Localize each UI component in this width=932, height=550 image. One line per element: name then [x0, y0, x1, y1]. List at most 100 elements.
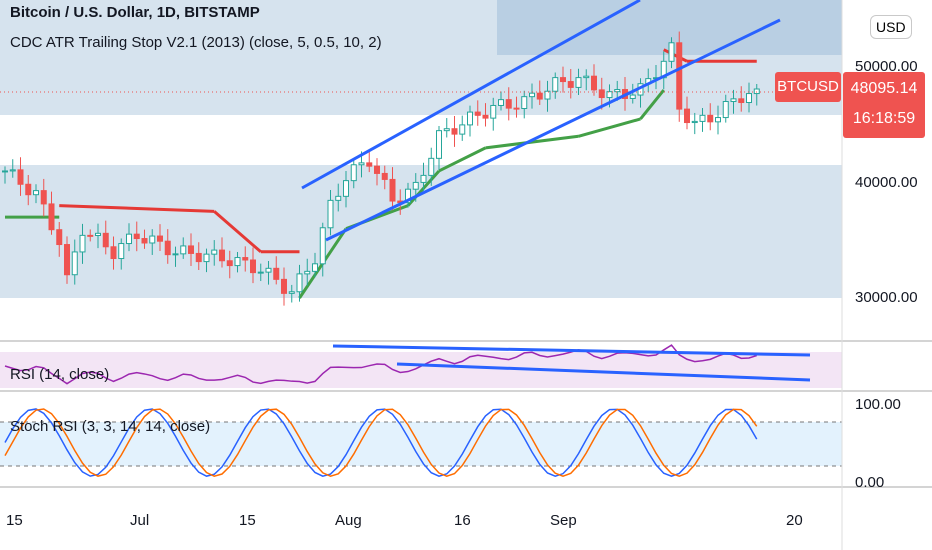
candle — [529, 92, 535, 98]
rsi-line — [4, 344, 757, 385]
rsi-trend-upper[interactable] — [332, 344, 811, 357]
bar-countdown: 16:18:59 — [852, 110, 916, 127]
stoch-tick: 0.00 — [855, 474, 885, 491]
candle — [219, 249, 225, 262]
candle — [684, 108, 690, 124]
candle — [358, 162, 365, 166]
candle — [319, 227, 326, 265]
candle — [381, 172, 388, 180]
candle — [141, 238, 148, 244]
price-tick: 50000.00 — [855, 58, 918, 75]
candle — [374, 165, 380, 174]
time-tick: Sep — [550, 512, 577, 529]
candle — [722, 101, 729, 119]
symbol-title[interactable]: Bitcoin / U.S. Dollar, 1D, BITSTAMP — [10, 4, 260, 21]
candle — [753, 88, 760, 95]
time-tick: 15 — [239, 512, 256, 529]
candle — [343, 180, 349, 197]
candle — [102, 232, 109, 248]
candle — [730, 98, 737, 103]
stoch-legend[interactable]: Stoch RSI (3, 3, 14, 14, close) — [10, 418, 211, 435]
time-tick: 15 — [6, 512, 23, 529]
candle — [2, 170, 8, 173]
candle — [598, 89, 605, 99]
price-tick: 30000.00 — [855, 289, 918, 306]
trailing-stop-up — [438, 146, 487, 173]
candle — [296, 273, 303, 293]
candle — [335, 195, 342, 201]
candle — [188, 245, 194, 254]
candle — [281, 278, 287, 294]
candle — [560, 77, 566, 83]
indicator-legend[interactable]: CDC ATR Trailing Stop V2.1 (2013) (close… — [10, 34, 382, 51]
trailing-stop-up — [639, 89, 665, 120]
trend-line-lower[interactable] — [325, 18, 781, 242]
candle — [746, 93, 752, 104]
candle — [33, 190, 39, 196]
candle — [591, 75, 597, 91]
candle — [226, 260, 233, 267]
trailing-stop-down — [59, 204, 215, 213]
candle — [513, 107, 520, 110]
trailing-stop-up — [485, 134, 579, 150]
currency-button[interactable]: USD — [870, 15, 912, 39]
candle — [428, 157, 435, 176]
candle — [691, 120, 698, 124]
candle — [474, 111, 481, 116]
candle — [412, 181, 419, 190]
candle — [71, 251, 78, 276]
candle — [738, 98, 745, 104]
candle — [157, 235, 163, 242]
candle — [288, 291, 295, 294]
candle — [575, 77, 582, 88]
stoch-k-line — [4, 408, 758, 478]
candle — [521, 96, 528, 110]
candle — [304, 270, 311, 275]
candle — [614, 89, 621, 93]
candle — [273, 267, 280, 280]
candle — [79, 234, 86, 253]
candle — [583, 75, 590, 79]
candle — [350, 164, 357, 182]
last-price-tag: 48095.14 16:18:59 — [843, 72, 925, 138]
candle — [676, 42, 683, 110]
candle — [149, 235, 156, 244]
candle — [48, 203, 55, 231]
trailing-stop-down — [663, 48, 688, 63]
candle — [606, 91, 613, 99]
candle — [459, 124, 466, 135]
candle — [164, 240, 171, 256]
trend-line-upper[interactable] — [301, 0, 641, 190]
candle — [443, 128, 450, 132]
rsi-trend-lower[interactable] — [396, 362, 811, 382]
last-price: 48095.14 — [850, 80, 918, 97]
time-tick: Jul — [130, 512, 150, 529]
candle — [707, 114, 714, 123]
candle — [195, 252, 202, 263]
candle — [405, 188, 411, 204]
candle — [234, 257, 241, 267]
candle — [668, 42, 675, 62]
candle — [126, 233, 132, 245]
time-tick: 16 — [454, 512, 471, 529]
candle — [87, 234, 94, 237]
stoch-d-line — [4, 408, 758, 478]
candle — [544, 90, 551, 100]
candle — [420, 174, 427, 183]
symbol-price-tag: BTCUSD — [775, 72, 841, 102]
candle — [203, 253, 210, 263]
stoch-tick: 100.00 — [855, 396, 901, 413]
candle — [536, 92, 543, 100]
trailing-stop-down — [213, 210, 262, 253]
candle — [490, 104, 497, 119]
zone-band — [0, 165, 842, 298]
candle — [567, 81, 574, 88]
time-tick: 20 — [786, 512, 803, 529]
rsi-band — [0, 352, 842, 388]
candle — [180, 245, 187, 255]
candle — [133, 233, 140, 240]
rsi-legend[interactable]: RSI (14, close) — [10, 366, 110, 383]
trailing-stop-up — [578, 117, 641, 138]
candle — [17, 169, 24, 185]
